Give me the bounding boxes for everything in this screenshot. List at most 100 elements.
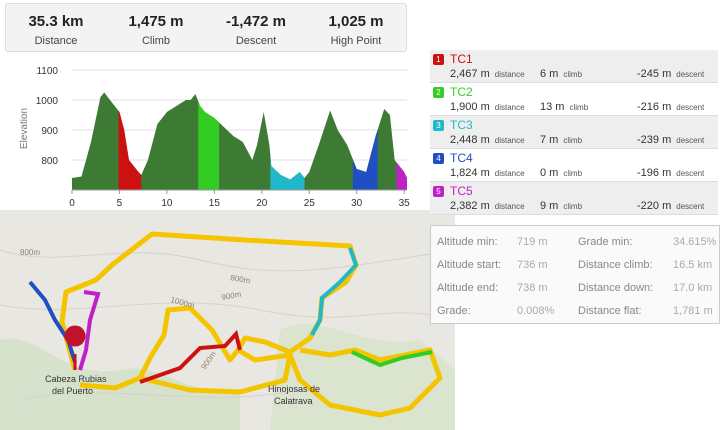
- stats-panel: Altitude min: 719 m Grade min: 34.615% Altit…: [430, 225, 720, 324]
- contour: [0, 249, 455, 401]
- segment-distance: 2,382 m distance: [450, 200, 525, 212]
- segment-area: [270, 155, 305, 190]
- segment-area: [198, 101, 220, 190]
- stats-row: Grade: 0.008% Distance flat: 1,781 m: [431, 300, 719, 323]
- stats-cell: Distance flat: 1,781 m: [578, 300, 719, 323]
- segment-badge: 3: [433, 120, 444, 131]
- x-tick-label: 35: [399, 198, 411, 209]
- segment-distance-value: 1,824 m: [450, 167, 490, 179]
- segment-climb-label: climb: [563, 136, 583, 145]
- stats-label: Grade:: [437, 305, 471, 317]
- segment-distance-value: 2,382 m: [450, 200, 490, 212]
- segment-row[interactable]: 4 TC4 1,824 m distance 0 m climb -196 m descent: [430, 149, 718, 182]
- segment-descent: -245 m descent: [637, 68, 704, 80]
- stats-cell: Grade: 0.008%: [437, 300, 578, 323]
- stats-label: Grade min:: [578, 236, 633, 248]
- elevation-chart: 800 900 1000 1100 0 5 10 15 20 25 30 35 Elevation: [19, 66, 411, 209]
- x-tick-label: 30: [351, 198, 363, 209]
- segment-climb-label: climb: [563, 169, 583, 178]
- segment-descent: -196 m descent: [637, 167, 704, 179]
- segment-climb-label: climb: [569, 103, 589, 112]
- y-tick-label: 800: [41, 156, 58, 167]
- segment-distance-label: distance: [494, 169, 525, 178]
- segment-distance-value: 2,467 m: [450, 68, 490, 80]
- segment-row[interactable]: 3 TC3 2,448 m distance 7 m climb -239 m descent: [430, 116, 718, 149]
- map-label: 800m: [20, 248, 40, 257]
- stats-row: Altitude min: 719 m Grade min: 34.615%: [431, 231, 719, 254]
- segment-descent: -239 m descent: [637, 134, 704, 146]
- y-tick-label: 900: [41, 126, 58, 137]
- stats-value: 17.0 km: [673, 282, 713, 294]
- stats-value: 719 m: [517, 236, 548, 248]
- stats-label: Distance flat:: [578, 305, 642, 317]
- summary-value: 35.3 km: [28, 13, 84, 30]
- segment-distance-label: distance: [494, 103, 525, 112]
- stats-value: 34.615%: [673, 236, 717, 248]
- stats-cell: Altitude min: 719 m: [437, 231, 578, 254]
- route[interactable]: [59, 231, 443, 418]
- segment-climb-label: climb: [563, 70, 583, 79]
- segment-distance-value: 2,448 m: [450, 134, 490, 146]
- stats-value: 0.008%: [517, 305, 555, 317]
- summary-value: -1,472 m: [225, 13, 287, 30]
- segment-climb-value: 6 m: [540, 68, 559, 80]
- route-segment[interactable]: [310, 247, 359, 336]
- stats-cell: Grade min: 34.615%: [578, 231, 719, 254]
- location-pin[interactable]: [64, 325, 86, 370]
- segment-distance: 1,824 m distance: [450, 167, 525, 179]
- x-tick-label: 15: [209, 198, 221, 209]
- segment-descent-label: descent: [676, 202, 705, 211]
- segment-climb: 13 m climb: [540, 101, 588, 113]
- segment-descent-value: -216 m: [637, 101, 672, 113]
- y-tick-label: 1000: [36, 96, 59, 107]
- segment-row[interactable]: 2 TC2 1,900 m distance 13 m climb -216 m descen…: [430, 83, 718, 116]
- summary-cell: 35.3 km Distance: [6, 4, 106, 51]
- segment-row[interactable]: 1 TC1 2,467 m distance 6 m climb -245 m descent: [430, 50, 718, 83]
- stats-row: Altitude end: 738 m Distance down: 17.0 km: [431, 277, 719, 300]
- stats-label: Altitude end:: [437, 282, 499, 294]
- segment-row[interactable]: 5 TC5 2,382 m distance 9 m climb -220 m descent: [430, 182, 718, 215]
- route-segment[interactable]: [78, 290, 101, 371]
- segment-name: TC3: [450, 118, 473, 132]
- stats-cell: Distance climb: 16.5 km: [578, 254, 719, 277]
- segment-name: TC2: [450, 85, 473, 99]
- summary-label: Distance: [34, 35, 78, 47]
- segment-climb-value: 13 m: [540, 101, 565, 113]
- map-label: Cabeza Rubias: [45, 374, 107, 384]
- segment-descent-label: descent: [676, 169, 705, 178]
- map-label: 800m: [230, 273, 252, 285]
- stats-row: Altitude start: 736 m Distance climb: 16.5 …: [431, 254, 719, 277]
- segment-descent-value: -245 m: [637, 68, 672, 80]
- summary-value: 1,025 m: [328, 13, 384, 30]
- summary-label: Climb: [141, 35, 171, 47]
- summary-label: Descent: [235, 35, 277, 47]
- segment-climb-value: 0 m: [540, 167, 559, 179]
- segment-area: [118, 110, 142, 190]
- segment-descent-value: -239 m: [637, 134, 672, 146]
- segment-descent-value: -220 m: [637, 200, 672, 212]
- stats-cell: Distance down: 17.0 km: [578, 277, 719, 300]
- segment-descent-label: descent: [676, 136, 705, 145]
- x-tick-label: 10: [161, 198, 173, 209]
- summary-bar: 35.3 km Distance 1,475 m Climb -1,472 m Desce…: [5, 3, 407, 52]
- stats-label: Altitude min:: [437, 236, 498, 248]
- segment-climb: 7 m climb: [540, 134, 582, 146]
- segment-descent-value: -196 m: [637, 167, 672, 179]
- x-tick-label: 25: [304, 198, 316, 209]
- y-axis-title: Elevation: [19, 108, 30, 149]
- summary-cell: -1,472 m Descent: [206, 4, 306, 51]
- route-segment[interactable]: [351, 350, 433, 368]
- segment-distance: 1,900 m distance: [450, 101, 525, 113]
- elevation-area: [72, 92, 407, 190]
- segment-descent: -220 m descent: [637, 200, 704, 212]
- y-tick-label: 1100: [36, 66, 58, 77]
- route-segment[interactable]: [139, 329, 242, 384]
- route-segment[interactable]: [28, 280, 77, 363]
- summary-cell: 1,025 m High Point: [306, 4, 406, 51]
- stats-cell: Altitude start: 736 m: [437, 254, 578, 277]
- stats-value: 738 m: [517, 282, 548, 294]
- stats-value: 736 m: [517, 259, 548, 271]
- segment-climb: 0 m climb: [540, 167, 582, 179]
